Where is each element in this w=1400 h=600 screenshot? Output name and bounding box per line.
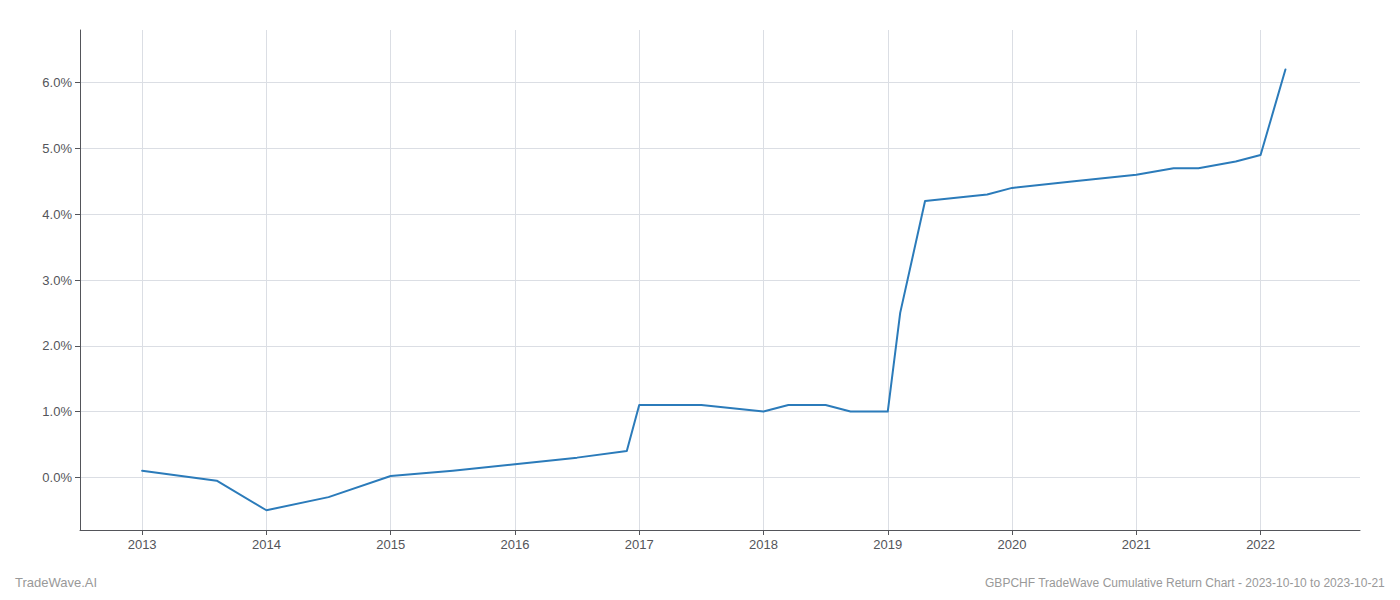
svg-text:2019: 2019	[873, 537, 902, 552]
svg-text:2020: 2020	[998, 537, 1027, 552]
svg-text:3.0%: 3.0%	[42, 273, 72, 288]
svg-text:TradeWave.AI: TradeWave.AI	[15, 575, 97, 590]
svg-text:2013: 2013	[128, 537, 157, 552]
svg-text:1.0%: 1.0%	[42, 404, 72, 419]
svg-text:2015: 2015	[376, 537, 405, 552]
svg-text:2018: 2018	[749, 537, 778, 552]
svg-text:4.0%: 4.0%	[42, 207, 72, 222]
svg-text:2.0%: 2.0%	[42, 338, 72, 353]
svg-text:2014: 2014	[252, 537, 281, 552]
svg-text:5.0%: 5.0%	[42, 141, 72, 156]
svg-text:2022: 2022	[1246, 537, 1275, 552]
svg-text:2021: 2021	[1122, 537, 1151, 552]
svg-text:6.0%: 6.0%	[42, 75, 72, 90]
svg-text:2016: 2016	[500, 537, 529, 552]
svg-text:2017: 2017	[625, 537, 654, 552]
svg-text:GBPCHF TradeWave Cumulative Re: GBPCHF TradeWave Cumulative Return Chart…	[985, 576, 1385, 590]
svg-text:0.0%: 0.0%	[42, 470, 72, 485]
